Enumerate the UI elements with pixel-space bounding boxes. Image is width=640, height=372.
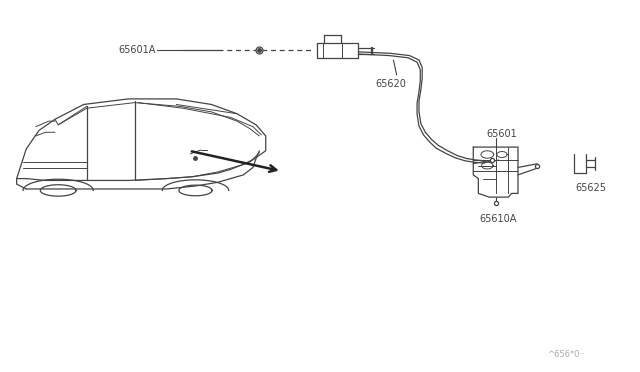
Text: ^656*0··: ^656*0·· — [547, 350, 584, 359]
Text: 65610A: 65610A — [479, 214, 517, 224]
Text: 65620: 65620 — [375, 79, 406, 89]
Text: 65625: 65625 — [575, 183, 607, 193]
Text: 65601A: 65601A — [119, 45, 156, 55]
Text: 65601: 65601 — [486, 129, 516, 139]
